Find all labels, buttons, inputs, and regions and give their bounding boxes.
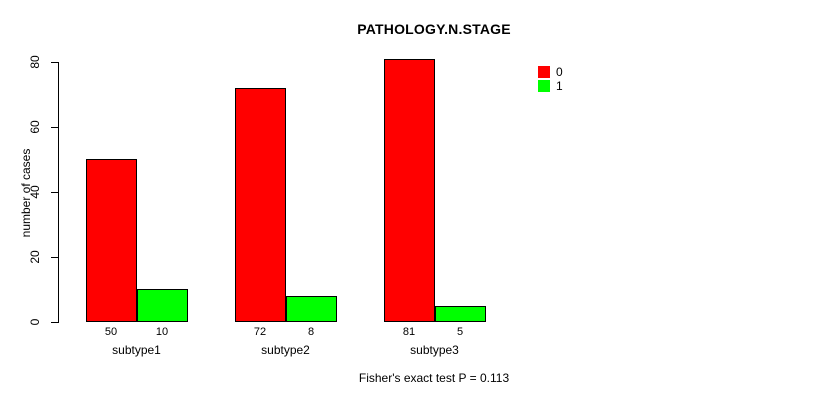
bar-value-label-subtype3-1: 5 <box>456 326 464 338</box>
y-tick-mark-0 <box>51 322 58 323</box>
y-axis-line <box>58 62 59 323</box>
bar-series0-subtype3 <box>383 59 435 322</box>
y-tick-mark-20 <box>51 257 58 258</box>
bar-series1-subtype3 <box>434 306 486 322</box>
category-label-subtype2: subtype2 <box>261 343 310 357</box>
bar-value-label-subtype1-0: 50 <box>104 326 118 338</box>
category-label-subtype1: subtype1 <box>112 343 161 357</box>
fisher-test-annotation: Fisher's exact test P = 0.113 <box>358 371 510 385</box>
bar-series0-subtype1 <box>85 159 137 322</box>
y-tick-label-60: 60 <box>28 120 42 134</box>
bar-value-label-subtype2-0: 72 <box>253 326 267 338</box>
chart-title: PATHOLOGY.N.STAGE <box>357 21 511 37</box>
y-tick-label-20: 20 <box>28 250 42 264</box>
y-tick-label-40: 40 <box>28 185 42 199</box>
y-tick-mark-80 <box>51 62 58 63</box>
bar-value-label-subtype2-1: 8 <box>307 326 315 338</box>
legend-swatch-1 <box>538 80 550 92</box>
bar-value-label-subtype1-1: 10 <box>155 326 169 338</box>
legend-swatch-0 <box>538 66 550 78</box>
bar-series1-subtype1 <box>136 289 188 322</box>
y-tick-label-80: 80 <box>28 55 42 69</box>
y-tick-mark-40 <box>51 192 58 193</box>
y-tick-mark-60 <box>51 127 58 128</box>
legend-label-1: 1 <box>556 79 563 93</box>
bar-series1-subtype2 <box>285 296 337 322</box>
category-label-subtype3: subtype3 <box>410 343 459 357</box>
bar-value-label-subtype3-0: 81 <box>402 326 416 338</box>
bar-series0-subtype2 <box>234 88 286 322</box>
y-tick-label-0: 0 <box>28 318 42 326</box>
legend-label-0: 0 <box>556 65 563 79</box>
